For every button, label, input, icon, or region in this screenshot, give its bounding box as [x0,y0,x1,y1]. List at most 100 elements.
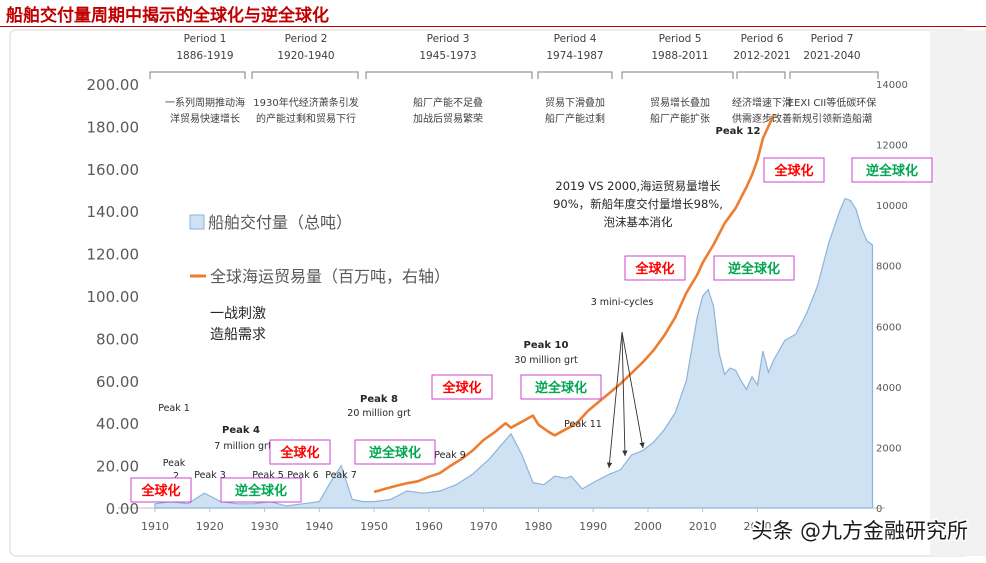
right-strip [930,30,986,556]
period-years: 2012-2021 [733,50,790,62]
y-right-tick-label: 4000 [876,383,901,394]
period-years: 1945-1973 [419,50,476,62]
mini-cycle-arrow [621,331,628,457]
page-title: 船舶交付量周期中揭示的全球化与逆全球化 [6,6,329,26]
y-left-tick-label: 120.00 [87,246,140,264]
period-bracket [365,71,533,79]
period-bracket [789,71,879,79]
period-desc: EEXI CII等低碳环保 [788,96,877,109]
period-bracket [537,71,613,79]
globalization-tag-box [269,439,331,465]
y-left-tick-label: 140.00 [87,203,140,221]
deglobalization-tag: 逆全球化 [866,163,918,179]
x-tick-label: 2000 [634,520,662,533]
peak-label: Peak 3 [194,470,226,481]
period-desc: 洋贸易快速增长 [170,112,240,125]
deglobalization-tag-box [851,157,933,183]
x-tick-label: 1960 [415,520,443,533]
peak-label: Peak 8 [360,394,398,405]
globalization-tag: 全球化 [441,380,481,396]
y-left-tick-label: 100.00 [87,288,140,306]
annotation-2019: 2019 VS 2000,海运贸易量增长 [555,179,721,193]
period-desc: 的产能过剩和贸易下行 [256,112,356,125]
x-tick-label: 1980 [524,520,552,533]
y-right-tick-label: 12000 [876,141,908,152]
period-desc: 经济增速下滑 [732,96,792,109]
period-years: 1974-1987 [546,50,603,62]
period-name: Period 2 [285,33,328,45]
peak-label: Peak [163,458,186,469]
y-right-tick-label: 6000 [876,322,901,333]
y-left-tick-label: 200.00 [87,76,140,94]
globalization-tag-box [130,477,192,503]
x-tick-label: 1920 [196,520,224,533]
period-name: Period 3 [427,33,470,45]
y-left-tick-label: 40.00 [96,415,139,433]
x-tick-label: 1950 [360,520,388,533]
deglobalization-tag: 逆全球化 [235,483,287,499]
peak-label: Peak 4 [222,425,260,436]
y-left-tick-label: 180.00 [87,118,140,136]
globalization-tag-box [431,374,493,400]
y-left-tick-label: 0.00 [106,500,139,518]
annotation-2019: 泡沫基本消化 [604,215,673,229]
period-bracket [621,71,734,79]
x-tick-label: 2020 [743,520,771,533]
y-left-tick-label: 60.00 [96,373,139,391]
y-right-tick-label: 8000 [876,262,901,273]
period-desc: 加战后贸易繁荣 [413,112,483,125]
globalization-tag-box [763,157,825,183]
globalization-tag: 全球化 [773,163,813,179]
peak-label: Peak 9 [434,450,466,461]
period-desc: 贸易下滑叠加 [545,97,605,109]
y-right-tick-label: 2000 [876,443,901,454]
annotation-ww1: 一战刺激 [210,305,266,322]
title-bar: 船舶交付量周期中揭示的全球化与逆全球化 [0,0,986,27]
legend-area-swatch [189,214,205,230]
globalization-tag: 全球化 [140,483,180,499]
annotation-2019: 90%，新船年度交付量增长98%, [553,197,723,211]
period-name: Period 6 [741,33,784,45]
period-desc: 供需逐步改善 [732,112,792,125]
y-right-tick-label: 0 [876,504,882,515]
legend-area-label: 船舶交付量（总吨） [208,213,352,232]
deglobalization-tag-box [220,477,302,503]
peak-label: Peak 10 [524,340,569,351]
y-right-tick-label: 14000 [876,80,908,91]
peak-label: Peak 7 [325,470,357,481]
period-years: 1920-1940 [277,50,334,62]
period-desc: 船厂产能过剩 [545,112,605,125]
period-years: 2021-2040 [803,50,860,62]
trade-line [373,113,776,494]
peak-label: Peak 11 [564,419,602,430]
period-bracket [251,71,359,79]
y-left-tick-label: 20.00 [96,458,139,476]
period-bracket [736,71,786,79]
deglobalization-tag-box [713,255,795,281]
y-right-tick-label: 10000 [876,201,908,212]
period-desc: 船厂产能不足叠 [413,96,483,109]
globalization-tag-box [624,255,686,281]
period-desc: 贸易增长叠加 [650,96,710,109]
mini-cycle-arrow [606,331,623,469]
annotation-mini-cycles: 3 mini-cycles [591,297,654,308]
deglobalization-tag: 逆全球化 [728,261,780,277]
peak-label: Peak 1 [158,403,190,414]
deglobalization-tag-box [354,439,436,465]
x-tick-label: 1910 [141,520,169,533]
globalization-tag: 全球化 [634,261,674,277]
chart-area: 0.00 20.00 40.00 60.00 80.00 100.00 120.00 140.… [0,28,986,559]
period-name: Period 1 [184,33,227,45]
deglobalization-tag: 逆全球化 [369,445,421,461]
deglobalization-tag: 逆全球化 [535,380,587,396]
annotation-ww1: 造船需求 [210,327,266,343]
deglobalization-tag-box [520,374,602,400]
period-desc: 一系列周期推动海 [165,96,245,109]
period-name: Period 5 [659,33,702,45]
period-name: Period 7 [811,33,854,45]
period-desc: 1930年代经济萧条引发 [253,96,358,109]
y-left-tick-label: 160.00 [87,161,140,179]
peak-label: Peak 6 [287,470,319,481]
mini-cycle-arrow [621,331,645,449]
peak-label: 20 million grt [347,408,411,419]
